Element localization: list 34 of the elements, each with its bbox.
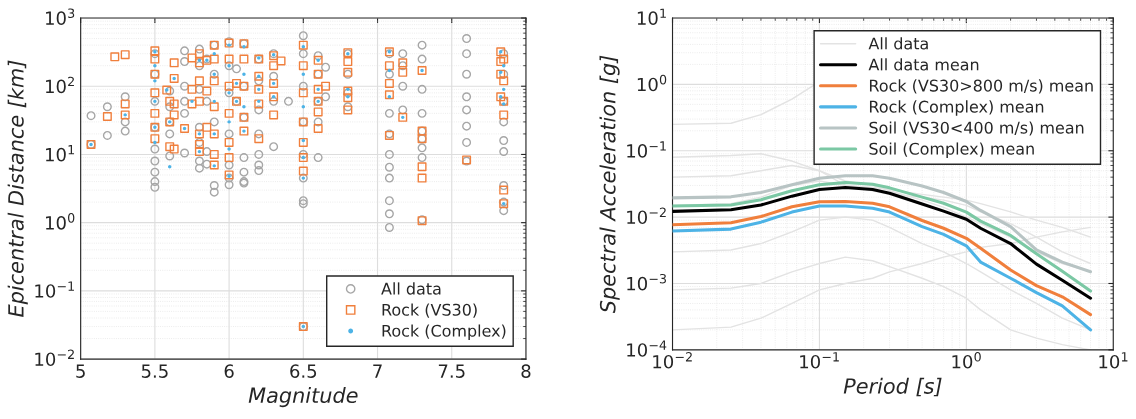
x-tick-label: 5 bbox=[76, 364, 85, 378]
x-tick-label: 5.5 bbox=[141, 364, 168, 378]
y-axis-title: Epicentral Distance [km] bbox=[7, 60, 28, 317]
x-axis-title: Magnitude bbox=[248, 386, 358, 408]
y-tick-label: 10$^{3}$ bbox=[46, 8, 75, 25]
x-tick-label: 6.5 bbox=[290, 364, 317, 378]
y-tick-label: 10$^{0}$ bbox=[46, 213, 75, 230]
x-tick-label: 7 bbox=[373, 364, 382, 378]
x-tick-label: 10$^{−1}$ bbox=[800, 352, 839, 369]
y-tick-label: 10$^{1}$ bbox=[637, 8, 666, 26]
y-tick-label: 10$^{−1}$ bbox=[627, 141, 666, 158]
y-tick-label: 10$^{2}$ bbox=[46, 76, 74, 94]
legend-label: Soil (VS30<400 m/s) mean bbox=[869, 121, 1084, 136]
x-tick-label: 7.5 bbox=[438, 364, 465, 378]
y-tick-label: 10$^{1}$ bbox=[46, 145, 75, 162]
x-tick-label: 8 bbox=[521, 364, 531, 378]
y-axis-title: Spectral Acceleration [g] bbox=[599, 55, 620, 314]
x-tick-label: 10$^{1}$ bbox=[1099, 352, 1128, 369]
legend-label: Rock (Complex) mean bbox=[869, 100, 1044, 116]
legend-label: All data bbox=[381, 282, 441, 295]
y-tick-label: 10$^{−3}$ bbox=[627, 273, 666, 291]
legend-label: Soil (Complex) mean bbox=[869, 142, 1034, 158]
legend-label: All data mean bbox=[868, 58, 979, 71]
x-axis-title: Period [s] bbox=[843, 377, 942, 397]
x-tick-label: 10$^{0}$ bbox=[952, 352, 981, 369]
x-tick-label: 6 bbox=[224, 364, 234, 378]
y-tick-label: 10$^{−2}$ bbox=[627, 207, 666, 225]
legend-label: All data bbox=[868, 37, 928, 50]
legend-label: Rock (VS30>800 m/s) mean bbox=[869, 79, 1093, 94]
y-tick-label: 10$^{0}$ bbox=[637, 74, 667, 92]
y-tick-label: 10$^{−1}$ bbox=[35, 281, 74, 298]
x-tick-label: 10$^{−2}$ bbox=[653, 352, 692, 369]
legend-label: Rock (VS30) bbox=[382, 303, 477, 318]
legend-label: Rock (Complex) bbox=[382, 324, 506, 340]
